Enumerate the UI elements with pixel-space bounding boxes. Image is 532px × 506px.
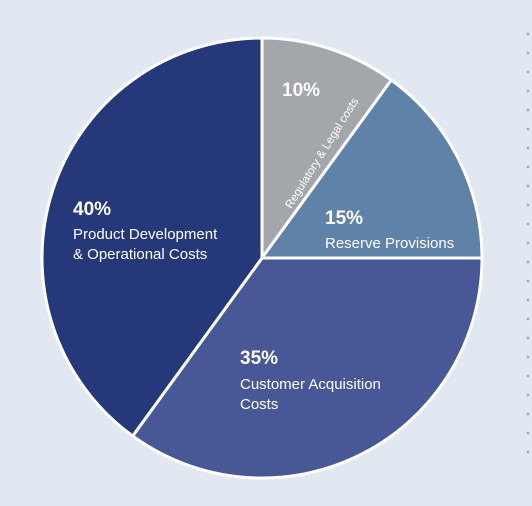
slice-percent-label: 35% <box>240 348 278 369</box>
decorative-dot <box>526 184 530 188</box>
decorative-dot <box>526 431 530 435</box>
decorative-dot <box>526 127 530 131</box>
decorative-dot <box>526 298 530 302</box>
decorative-dot <box>526 260 530 264</box>
slice-percent-label: 10% <box>282 80 320 101</box>
decorative-dot <box>526 241 530 245</box>
decorative-dot <box>526 51 530 55</box>
decorative-dot <box>526 450 530 454</box>
slice-category-label: Product Development <box>73 226 218 243</box>
slice-category-label: Costs <box>240 396 278 413</box>
pie-slice <box>260 78 484 260</box>
decorative-dot <box>526 222 530 226</box>
decorative-dot <box>526 203 530 207</box>
slice-percent-label: 15% <box>325 208 363 229</box>
decorative-dot <box>526 165 530 169</box>
decorative-dot <box>526 412 530 416</box>
decorative-dot <box>526 374 530 378</box>
decorative-dot <box>526 146 530 150</box>
decorative-dot <box>526 32 530 36</box>
decorative-dot <box>526 279 530 283</box>
decorative-dot <box>526 108 530 112</box>
pie-slices <box>40 36 484 480</box>
pie-slice <box>131 256 484 480</box>
decorative-dot <box>526 317 530 321</box>
decorative-dot <box>526 355 530 359</box>
slice-category-label: & Operational Costs <box>73 246 207 263</box>
pie-slice <box>40 36 264 438</box>
decorative-dot <box>526 393 530 397</box>
slice-category-label: Customer Acquisition <box>240 376 381 393</box>
decorative-dot-column <box>526 32 530 454</box>
slice-category-label: Reserve Provisions <box>325 235 454 252</box>
decorative-dot <box>526 336 530 340</box>
decorative-dot <box>526 70 530 74</box>
decorative-dot <box>526 89 530 93</box>
slice-percent-label: 40% <box>73 199 111 220</box>
pie-slice <box>260 36 393 260</box>
